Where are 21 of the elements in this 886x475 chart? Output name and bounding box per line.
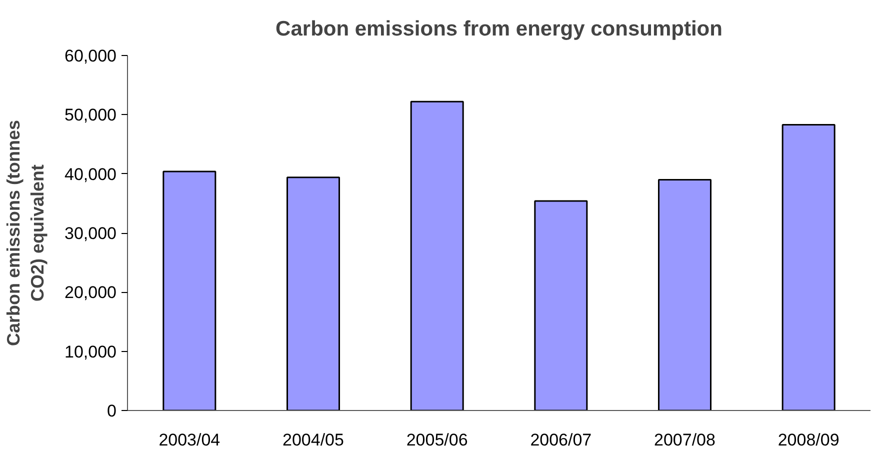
y-axis-title: Carbon emissions (tonnes CO2) equivalent — [4, 120, 48, 346]
y-tick-label: 10,000 — [64, 342, 117, 362]
y-tick-label: 50,000 — [64, 106, 117, 125]
bar — [410, 100, 464, 410]
y-tick-label: 20,000 — [64, 283, 117, 302]
x-tick-label: 2007/08 — [654, 430, 716, 450]
bar — [162, 170, 216, 410]
x-tick-label: 2008/09 — [778, 430, 840, 450]
y-tick-label: 30,000 — [64, 224, 117, 243]
bar — [534, 200, 588, 410]
y-tick-label: 0 — [107, 402, 117, 420]
chart-title: Carbon emissions from energy consumption — [276, 18, 722, 40]
x-tick-label: 2006/07 — [530, 430, 592, 450]
y-tick-label: 60,000 — [64, 46, 117, 66]
bar — [782, 124, 836, 410]
x-tick-label: 2004/05 — [282, 430, 344, 450]
x-tick-label: 2003/04 — [158, 430, 220, 450]
bar — [658, 179, 712, 410]
bar — [286, 176, 340, 410]
y-tick-label: 40,000 — [64, 164, 117, 184]
x-tick-label: 2005/06 — [406, 430, 468, 450]
